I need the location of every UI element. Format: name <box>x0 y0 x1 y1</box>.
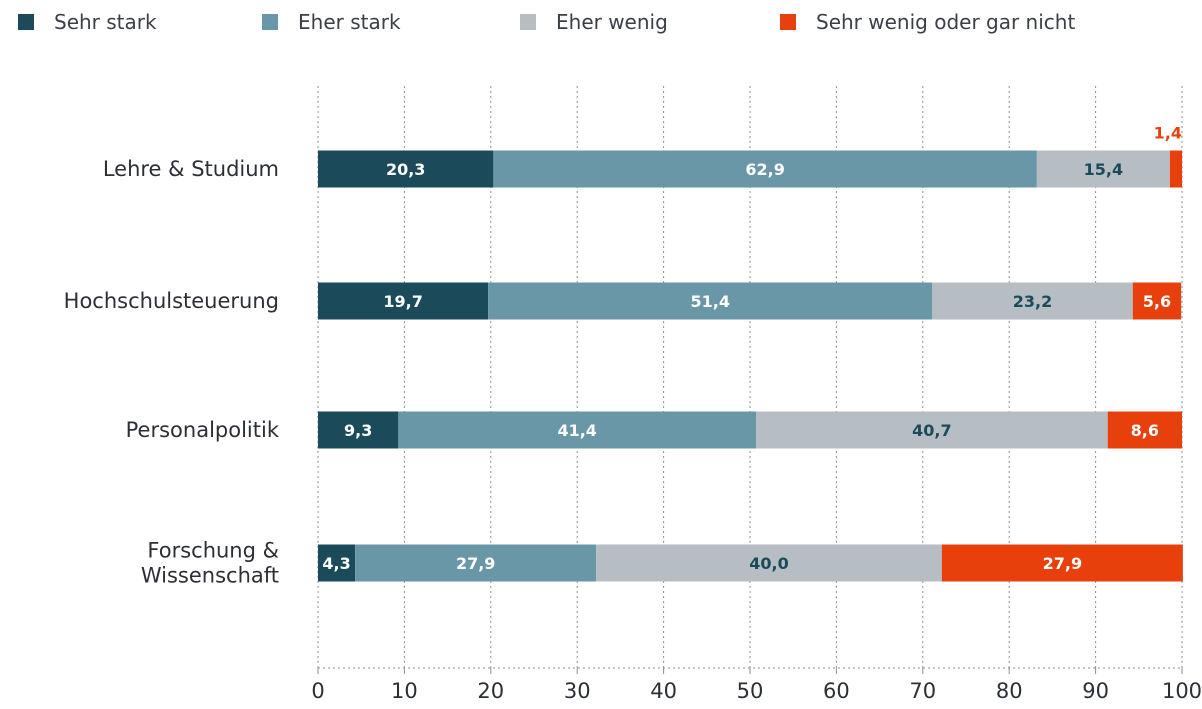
data-label-lehre-und-studium-eher-stark: 62,9 <box>745 160 784 179</box>
bar-forschung-und-wissenschaft-sehr-stark <box>318 544 356 582</box>
bar-forschung-und-wissenschaft-sehr-wenig-oder-gar-nicht <box>941 544 1183 582</box>
bar-personalpolitik-sehr-stark <box>318 411 399 449</box>
data-label-forschung-und-wissenschaft-eher-wenig: 40,0 <box>749 554 788 573</box>
legend-swatch-eher-wenig <box>520 14 536 30</box>
data-label-lehre-und-studium-sehr-stark: 20,3 <box>386 160 425 179</box>
data-label-lehre-und-studium-sehr-wenig-oder-gar-nicht: 1,4 <box>1154 124 1182 143</box>
bar-personalpolitik-eher-stark <box>398 411 757 449</box>
data-label-hochschulsteuerung-sehr-stark: 19,7 <box>383 292 422 311</box>
legend-label-eher-stark: Eher stark <box>298 10 401 34</box>
data-label-personalpolitik-eher-stark: 41,4 <box>557 421 596 440</box>
bar-forschung-und-wissenschaft-eher-wenig <box>596 544 942 582</box>
bar-personalpolitik-sehr-wenig-oder-gar-nicht <box>1107 411 1182 449</box>
x-axis: 0 10 20 30 40 50 60 70 80 90 100 <box>311 667 1202 703</box>
category-label-lehre-und-studium: Lehre & Studium <box>103 157 279 181</box>
legend-swatch-eher-stark <box>262 14 278 30</box>
tick-label-80: 80 <box>996 679 1023 703</box>
data-label-hochschulsteuerung-eher-stark: 51,4 <box>691 292 730 311</box>
tick-label-50: 50 <box>737 679 764 703</box>
legend-item-eher-wenig: Eher wenig <box>520 10 668 34</box>
tick-label-30: 30 <box>564 679 591 703</box>
bar-hochschulsteuerung-eher-wenig <box>932 282 1133 320</box>
legend-swatch-sehr-wenig <box>780 14 796 30</box>
data-label-forschung-und-wissenschaft-sehr-wenig-oder-gar-nicht: 27,9 <box>1043 554 1082 573</box>
tick-label-70: 70 <box>909 679 936 703</box>
legend-label-sehr-wenig: Sehr wenig oder gar nicht <box>816 10 1076 34</box>
bar-lehre-und-studium-eher-wenig <box>1036 150 1170 188</box>
tick-label-20: 20 <box>477 679 504 703</box>
bar-hochschulsteuerung-sehr-wenig-oder-gar-nicht <box>1132 282 1182 320</box>
legend-item-eher-stark: Eher stark <box>262 10 401 34</box>
bar-hochschulsteuerung-eher-stark <box>488 282 933 320</box>
legend-swatch-sehr-stark <box>18 14 34 30</box>
legend: Sehr stark Eher stark Eher wenig Sehr we… <box>0 0 1202 40</box>
bar-lehre-und-studium-sehr-stark <box>318 150 494 188</box>
legend-item-sehr-stark: Sehr stark <box>18 10 157 34</box>
tick-label-40: 40 <box>650 679 677 703</box>
data-label-lehre-und-studium-eher-wenig: 15,4 <box>1084 160 1123 179</box>
legend-label-sehr-stark: Sehr stark <box>54 10 157 34</box>
data-label-personalpolitik-sehr-wenig-oder-gar-nicht: 8,6 <box>1131 421 1159 440</box>
bar-personalpolitik-eher-wenig <box>756 411 1108 449</box>
data-label-hochschulsteuerung-eher-wenig: 23,2 <box>1013 292 1052 311</box>
tick-label-90: 90 <box>1082 679 1109 703</box>
data-label-forschung-und-wissenschaft-sehr-stark: 4,3 <box>322 554 350 573</box>
bars: 20,3 62,9 15,4 1,4 19,7 51,4 23,2 5,6 9,3 41,4 40,… <box>318 124 1183 582</box>
category-label-hochschulsteuerung: Hochschulsteuerung <box>64 289 279 313</box>
category-label-forschung-und-wissenschaft: Forschung & Wissenschaft <box>141 539 279 588</box>
data-label-hochschulsteuerung-sehr-wenig-oder-gar-nicht: 5,6 <box>1143 292 1171 311</box>
tick-label-60: 60 <box>823 679 850 703</box>
data-label-forschung-und-wissenschaft-eher-stark: 27,9 <box>456 554 495 573</box>
tick-label-100: 100 <box>1162 679 1202 703</box>
bar-hochschulsteuerung-sehr-stark <box>318 282 489 320</box>
data-label-personalpolitik-eher-wenig: 40,7 <box>912 421 951 440</box>
tick-label-0: 0 <box>311 679 324 703</box>
data-label-personalpolitik-sehr-stark: 9,3 <box>344 421 372 440</box>
legend-label-eher-wenig: Eher wenig <box>556 10 668 34</box>
tick-label-10: 10 <box>391 679 418 703</box>
bar-lehre-und-studium-sehr-wenig-oder-gar-nicht <box>1169 150 1182 188</box>
category-labels: Lehre & Studium Hochschulsteuerung Persona… <box>64 157 280 588</box>
category-label-personalpolitik: Personalpolitik <box>126 418 280 442</box>
legend-item-sehr-wenig: Sehr wenig oder gar nicht <box>780 10 1075 34</box>
bar-lehre-und-studium-eher-stark <box>493 150 1037 188</box>
bar-forschung-und-wissenschaft-eher-stark <box>355 544 597 582</box>
